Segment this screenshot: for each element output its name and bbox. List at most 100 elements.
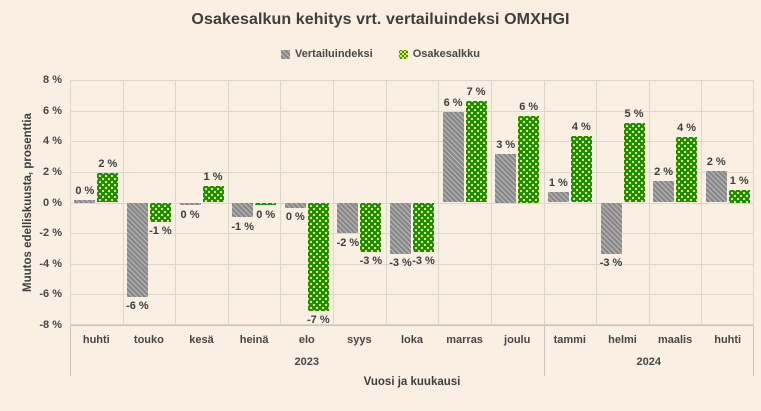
- vertical-gridline: [228, 80, 229, 325]
- month-label: joulu: [504, 334, 531, 346]
- y-tick-label: 4 %: [43, 135, 62, 148]
- bar-value-label: 0 %: [285, 211, 305, 224]
- bar-value-label: 2 %: [98, 157, 118, 170]
- bar-value-label: 2 %: [654, 166, 674, 179]
- bar-value-label: 2 %: [706, 156, 726, 169]
- vertical-gridline: [70, 80, 71, 325]
- bar-value-label: -3 %: [359, 255, 383, 267]
- y-tick-label: -2 %: [39, 227, 62, 240]
- month-label: helmi: [608, 334, 637, 346]
- bar-value-label: -3 %: [599, 257, 623, 270]
- bar-value-label: -7 %: [306, 314, 330, 326]
- bar-osakesalkku: [202, 185, 224, 203]
- vertical-gridline: [175, 80, 176, 325]
- bar-value-label: -6 %: [126, 300, 149, 313]
- y-tick-label: -6 %: [39, 288, 62, 301]
- y-tick-label: 6 %: [43, 104, 62, 117]
- bar-value-label: -1 %: [149, 225, 172, 238]
- bar-value-label: 3 %: [496, 138, 516, 151]
- bar-osakesalkku: [255, 202, 277, 205]
- vertical-gridline: [280, 80, 281, 325]
- legend-item-vertailuindeksi: Vertailuindeksi: [281, 48, 373, 60]
- bar-value-label: -1 %: [231, 220, 254, 233]
- bar-osakesalkku: [518, 116, 540, 203]
- bar-vertailuindeksi: [232, 202, 254, 217]
- bar-osakesalkku: [676, 136, 698, 203]
- vertical-gridline: [596, 80, 597, 325]
- horizontal-gridline: [70, 203, 754, 204]
- bar-value-label: 1 %: [203, 170, 223, 183]
- horizontal-gridline: [70, 172, 754, 173]
- month-label: kesä: [189, 334, 214, 346]
- horizontal-gridline: [70, 111, 754, 112]
- bar-value-label: 5 %: [624, 107, 644, 120]
- year-divider: [70, 325, 71, 376]
- bar-vertailuindeksi: [547, 191, 569, 203]
- year-label: 2024: [636, 356, 661, 368]
- bar-value-label: -3 %: [412, 255, 435, 267]
- bar-vertailuindeksi: [284, 202, 306, 208]
- horizontal-gridline: [70, 294, 754, 295]
- vertical-gridline: [438, 80, 439, 325]
- bar-vertailuindeksi: [495, 153, 517, 203]
- month-label: elo: [298, 334, 315, 346]
- bar-value-label: 6 %: [443, 97, 463, 110]
- bar-vertailuindeksi: [653, 181, 675, 203]
- horizontal-gridline: [70, 264, 754, 265]
- vertical-gridline: [544, 80, 545, 325]
- bar-vertailuindeksi: [126, 202, 148, 297]
- vertical-gridline: [753, 80, 754, 325]
- bar-osakesalkku: [307, 202, 329, 311]
- legend-item-osakesalkku: Osakesalkku: [398, 48, 480, 60]
- horizontal-gridline: [70, 80, 754, 81]
- bar-value-label: 0 %: [75, 185, 95, 197]
- bar-vertailuindeksi: [600, 202, 622, 254]
- bar-vertailuindeksi: [705, 171, 727, 203]
- month-label: maalis: [657, 334, 693, 346]
- month-label: touko: [133, 334, 164, 346]
- vertical-gridline: [649, 80, 650, 325]
- y-tick-label: 2 %: [43, 165, 62, 178]
- gray-hatch-swatch-icon: [281, 49, 291, 59]
- y-tick-label: -8 %: [39, 319, 62, 331]
- month-label: syys: [347, 334, 372, 346]
- bar-vertailuindeksi: [337, 202, 359, 234]
- vertical-gridline: [491, 80, 492, 325]
- y-tick-label: 0 %: [43, 196, 62, 209]
- bar-osakesalkku: [149, 202, 171, 222]
- month-label: huhti: [82, 334, 110, 346]
- bar-value-label: 0 %: [180, 208, 200, 221]
- plot-area: 0 % -6 % 0 % -1 % 0 % -2 % -3 % 6 % 3 % 1 % -3 % 2 …: [70, 80, 754, 326]
- bar-value-label: 1 %: [548, 176, 568, 189]
- horizontal-gridline: [70, 233, 754, 234]
- month-label: huhti: [714, 334, 742, 346]
- legend-label-osakesalkku: Osakesalkku: [412, 48, 480, 60]
- bar-value-label: -3 %: [389, 257, 412, 270]
- bar-osakesalkku: [413, 202, 434, 252]
- bar-value-label: 4 %: [677, 121, 697, 134]
- month-label: loka: [400, 334, 423, 346]
- bar-osakesalkku: [360, 202, 382, 252]
- vertical-gridline: [386, 80, 387, 325]
- year-label: 2023: [294, 356, 319, 368]
- vertical-gridline: [333, 80, 334, 325]
- bar-vertailuindeksi: [74, 200, 96, 203]
- bar-value-label: 0 %: [256, 208, 276, 221]
- x-axis-line: [70, 325, 754, 326]
- year-divider: [753, 325, 754, 376]
- bar-vertailuindeksi: [390, 202, 411, 254]
- vertical-gridline: [123, 80, 124, 325]
- horizontal-gridline: [70, 324, 754, 325]
- year-divider: [544, 325, 545, 376]
- legend: Vertailuindeksi Osakesalkku: [0, 48, 761, 60]
- month-label: tammi: [553, 334, 586, 346]
- horizontal-gridline: [70, 141, 754, 142]
- bar-value-label: 7 %: [466, 86, 486, 99]
- y-tick-label: -4 %: [39, 257, 62, 270]
- x-axis-area: huhti touko kesä heinä elo syys loka marras joul…: [70, 325, 754, 380]
- x-axis-title: Vuosi ja kuukausi: [363, 376, 461, 388]
- legend-label-vertailuindeksi: Vertailuindeksi: [295, 48, 373, 60]
- bar-value-label: 6 %: [519, 101, 539, 113]
- month-label: marras: [446, 334, 483, 346]
